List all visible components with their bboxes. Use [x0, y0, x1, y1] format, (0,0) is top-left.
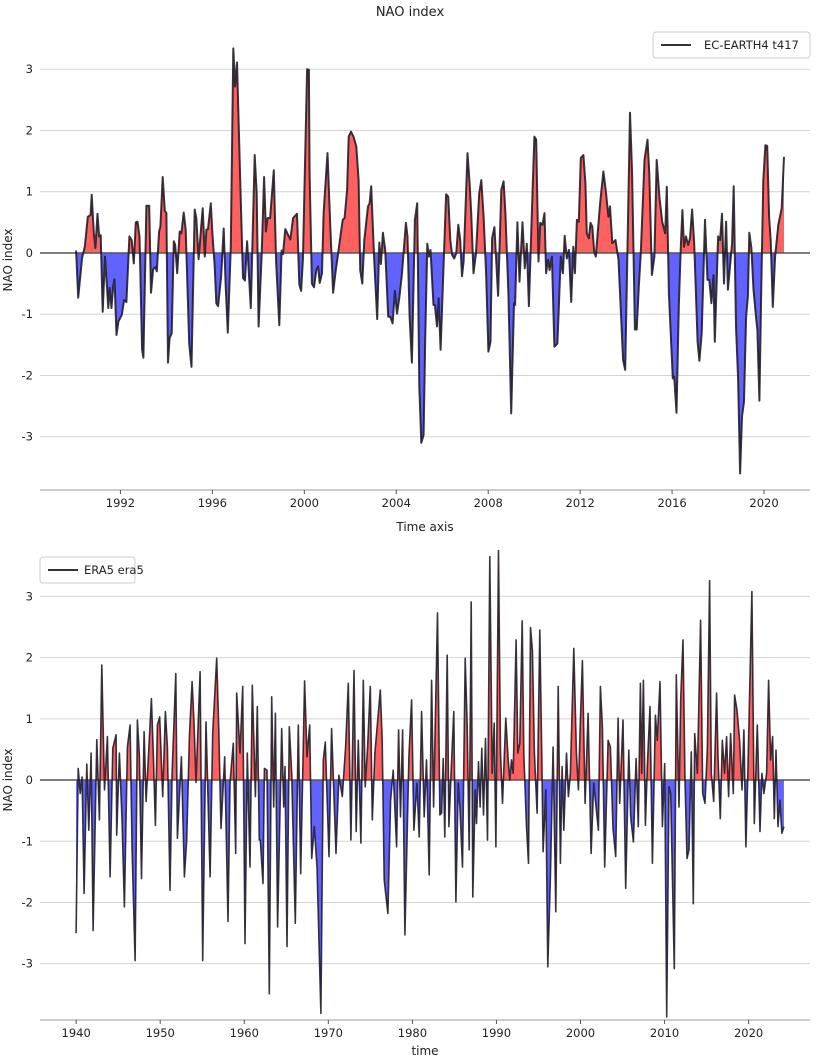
y-tick-label: 1 — [26, 712, 33, 726]
y-tick-label: -2 — [22, 368, 33, 382]
series-line — [75, 549, 785, 1018]
x-tick-label: 2020 — [749, 496, 778, 510]
x-tick-label: 1950 — [146, 1026, 175, 1040]
figure-title: NAO index — [376, 5, 445, 20]
x-tick-label: 1960 — [230, 1026, 259, 1040]
legend: ERA5 era5 — [39, 556, 144, 584]
legend-box — [652, 31, 811, 59]
y-tick-label: -1 — [22, 307, 33, 321]
legend-label: ERA5 era5 — [84, 563, 144, 577]
x-tick-label: 1940 — [62, 1026, 91, 1040]
x-axis-label: Time axis — [395, 520, 453, 534]
y-tick-label: 3 — [26, 62, 33, 76]
x-tick-label: 2000 — [290, 496, 319, 510]
x-tick-label: 2016 — [657, 496, 686, 510]
legend-box — [39, 556, 136, 584]
y-axis-label: NAO index — [1, 748, 15, 811]
y-tick-label: 1 — [26, 185, 33, 199]
x-tick-label: 2012 — [566, 496, 595, 510]
y-tick-label: 0 — [26, 773, 33, 787]
x-tick-label: 2000 — [566, 1026, 595, 1040]
x-tick-label: 2008 — [474, 496, 503, 510]
series-line — [75, 47, 785, 475]
era5-panel: -3 -2 -1 0 1 2 3 1940 1950 1960 1970 1980 1990 2000 20… — [1, 549, 810, 1058]
ec-earth4-panel: -3 -2 -1 0 1 2 3 1992 1996 2000 2004 2008 2012 2016 20… — [1, 31, 811, 534]
y-tick-label: 2 — [26, 651, 33, 665]
negative-fill — [76, 252, 784, 474]
x-tick-label: 1970 — [314, 1026, 343, 1040]
x-tick-label: 1980 — [398, 1026, 427, 1040]
x-tick-label: 1992 — [106, 496, 135, 510]
y-tick-label: -3 — [22, 430, 33, 444]
y-tick-label: 0 — [26, 246, 33, 260]
x-tick-label: 1990 — [482, 1026, 511, 1040]
y-tick-label: -2 — [22, 895, 33, 909]
y-axis-label: NAO index — [1, 228, 15, 291]
x-tick-label: 2010 — [650, 1026, 679, 1040]
x-axis-label: time — [411, 1044, 438, 1058]
x-tick-label: 2004 — [382, 496, 411, 510]
legend: EC-EARTH4 t417 — [652, 31, 811, 59]
y-tick-label: 2 — [26, 123, 33, 137]
positive-fill — [76, 48, 784, 253]
legend-label: EC-EARTH4 t417 — [704, 38, 799, 52]
y-tick-label: -3 — [22, 957, 33, 971]
x-tick-label: 1996 — [198, 496, 227, 510]
y-tick-label: -1 — [22, 834, 33, 848]
x-tick-label: 2020 — [734, 1026, 763, 1040]
y-tick-label: 3 — [26, 589, 33, 603]
